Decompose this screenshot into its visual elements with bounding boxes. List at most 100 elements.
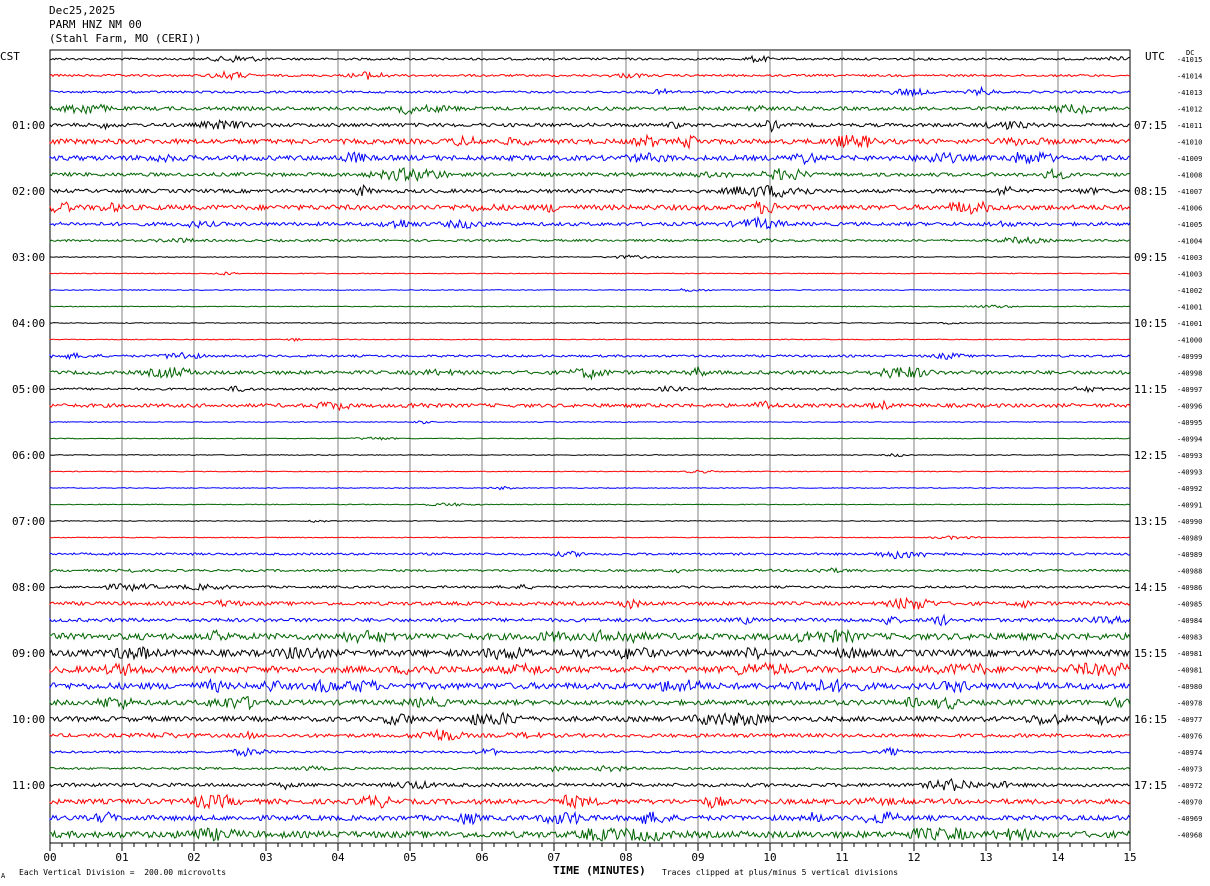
x-tick-label: 14: [1051, 851, 1065, 864]
header-station: PARM HNZ NM 00: [49, 18, 142, 31]
seismic-trace: [49, 184, 1131, 198]
seismic-trace: [49, 288, 1131, 293]
x-axis-label: TIME (MINUTES): [553, 864, 646, 877]
dc-offset-label: -41002: [1177, 287, 1202, 295]
x-tick-label: 13: [979, 851, 992, 864]
dc-offset-label: -40985: [1177, 601, 1202, 609]
dc-offset-label: -40993: [1177, 452, 1202, 460]
left-axis-label: CST: [0, 50, 20, 63]
left-hour-label: 04:00: [12, 317, 45, 330]
x-tick-label: 15: [1123, 851, 1136, 864]
dc-offset-label: -41003: [1177, 254, 1202, 262]
scale-note: Each Vertical Division = 200.00 microvol…: [19, 868, 227, 877]
right-hour-label: 13:15: [1134, 515, 1167, 528]
dc-offset-label: -40995: [1177, 419, 1202, 427]
x-tick-label: 12: [907, 851, 920, 864]
dc-offset-label: -41001: [1177, 304, 1202, 312]
seismic-trace: [49, 628, 1131, 645]
seismic-trace: [49, 271, 1131, 276]
right-hour-label: 08:15: [1134, 185, 1167, 198]
seismic-trace: [49, 550, 1131, 560]
seismic-trace: [49, 337, 1131, 342]
left-hour-label: 07:00: [12, 515, 45, 528]
seismic-trace: [49, 678, 1131, 694]
dc-offset-label: -40972: [1177, 782, 1202, 790]
seismic-trace: [49, 567, 1131, 574]
x-tick-label: 08: [619, 851, 632, 864]
dc-offset-label: -40968: [1177, 832, 1202, 840]
seismic-trace: [49, 777, 1131, 792]
x-tick-label: 00: [43, 851, 56, 864]
seismic-trace: [49, 764, 1131, 773]
dc-offset-label: -41000: [1177, 337, 1202, 345]
seismic-trace: [49, 85, 1131, 98]
seismic-trace: [49, 596, 1131, 610]
dc-offset-label: -40984: [1177, 617, 1202, 625]
left-hour-label: 10:00: [12, 713, 45, 726]
dc-offset-label: -40992: [1177, 485, 1202, 493]
left-hour-label: 06:00: [12, 449, 45, 462]
right-hour-label: 11:15: [1134, 383, 1167, 396]
left-hour-label: 08:00: [12, 581, 45, 594]
seismic-trace: [49, 385, 1131, 394]
dc-offset-label: -41014: [1177, 73, 1202, 81]
seismic-trace: [49, 485, 1131, 491]
seismic-trace: [49, 200, 1131, 216]
seismic-trace: [49, 420, 1130, 425]
dc-offset-label: -40974: [1177, 749, 1202, 757]
dc-offset-label: -41012: [1177, 106, 1202, 114]
x-tick-label: 03: [259, 851, 272, 864]
seismic-trace: [49, 235, 1131, 245]
right-hour-label: 15:15: [1134, 647, 1167, 660]
right-hour-label: 07:15: [1134, 119, 1167, 132]
x-tick-label: 09: [691, 851, 704, 864]
dc-offset-label: -40989: [1177, 551, 1202, 559]
dc-offset-label: -41001: [1177, 320, 1202, 328]
dc-offset-label: -40980: [1177, 683, 1202, 691]
seismic-trace: [49, 502, 1131, 507]
dc-offset-label: -40981: [1177, 650, 1202, 658]
x-tick-label: 01: [115, 851, 128, 864]
seismic-trace: [49, 366, 1131, 381]
left-hour-label: 05:00: [12, 383, 45, 396]
seismic-trace: [49, 645, 1131, 661]
dc-offset-label: -40993: [1177, 469, 1202, 477]
header-date: Dec25,2025: [49, 4, 116, 17]
plot-frame: [49, 49, 1131, 844]
seismic-trace: [49, 519, 1131, 524]
dc-offset-label: -40998: [1177, 370, 1202, 378]
seismic-trace: [49, 133, 1131, 150]
dc-offset-label: -40978: [1177, 700, 1202, 708]
seismic-trace: [49, 469, 1131, 474]
dc-offset-label: -40991: [1177, 502, 1202, 510]
dc-offset-label: -40996: [1177, 403, 1202, 411]
dc-offset-label: -41013: [1177, 89, 1202, 97]
x-tick-label: 10: [763, 851, 776, 864]
right-hour-label: 14:15: [1134, 581, 1167, 594]
dc-offset-label: -40990: [1177, 518, 1202, 526]
seismic-trace: [49, 746, 1131, 758]
dc-offset-label: -40994: [1177, 436, 1202, 444]
dc-offset-label: -41007: [1177, 188, 1202, 196]
left-hour-label: 02:00: [12, 185, 45, 198]
seismic-trace: [49, 810, 1131, 826]
right-hour-label: 16:15: [1134, 713, 1167, 726]
header: Dec25,2025 PARM HNZ NM 00 (Stahl Farm, M…: [49, 4, 201, 46]
seismic-trace: [49, 215, 1131, 230]
header-location: (Stahl Farm, MO (CERI)): [49, 32, 202, 45]
right-hour-label: 09:15: [1134, 251, 1167, 264]
seismic-trace: [49, 453, 1131, 458]
seismic-trace: [49, 69, 1131, 81]
seismic-trace: [49, 103, 1131, 116]
seismic-trace: [49, 661, 1131, 677]
x-tick-label: 06: [475, 851, 488, 864]
seismic-trace: [49, 728, 1131, 742]
dc-offset-label: -41009: [1177, 155, 1202, 163]
dc-offset-label: -41015: [1177, 56, 1202, 64]
seismic-trace: [49, 582, 1131, 593]
seismic-trace: [49, 535, 1131, 541]
left-hour-label: 09:00: [12, 647, 45, 660]
clip-note: Traces clipped at plus/minus 5 vertical …: [662, 868, 899, 877]
footer-mark: A: [1, 872, 6, 880]
